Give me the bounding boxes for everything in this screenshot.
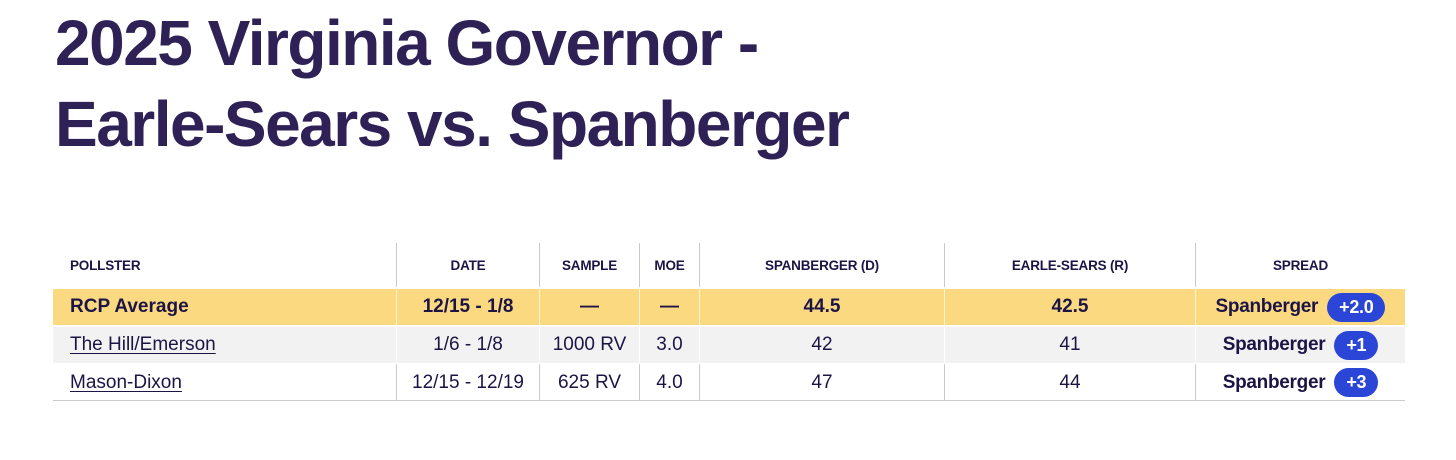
sample-cell: — (539, 287, 639, 325)
column-header-sample: SAMPLE (539, 243, 639, 287)
moe-cell: 3.0 (639, 325, 699, 363)
earle-sears-value-cell: 41 (944, 325, 1195, 363)
date-cell: 12/15 - 1/8 (396, 287, 539, 325)
spread-margin-badge: +1 (1334, 330, 1379, 360)
spread-leader-name: Spanberger (1215, 296, 1319, 317)
table-row-mason-dixon: Mason-Dixon 12/15 - 12/19 625 RV 4.0 47 … (53, 363, 1405, 401)
pollster-name: RCP Average (70, 296, 189, 317)
spread-cell: Spanberger +2.0 (1215, 292, 1386, 322)
column-header-spread: SPREAD (1195, 243, 1405, 287)
page-title-line-2: Earle-Sears vs. Spanberger (55, 88, 850, 160)
table-row-the-hill-emerson: The Hill/Emerson 1/6 - 1/8 1000 RV 3.0 4… (53, 325, 1405, 363)
moe-cell: — (639, 287, 699, 325)
pollster-link[interactable]: The Hill/Emerson (70, 334, 216, 355)
sample-cell: 625 RV (539, 363, 639, 401)
column-header-moe: MOE (639, 243, 699, 287)
column-header-date: DATE (396, 243, 539, 287)
column-header-earle-sears: EARLE-SEARS (R) (944, 243, 1195, 287)
page-title: 2025 Virginia Governor - Earle-Sears vs.… (55, 3, 850, 165)
page-title-line-1: 2025 Virginia Governor - (55, 7, 759, 79)
spread-leader-name: Spanberger (1222, 334, 1326, 355)
table-header-row: POLLSTER DATE SAMPLE MOE SPANBERGER (D) … (53, 243, 1405, 287)
date-cell: 1/6 - 1/8 (396, 325, 539, 363)
spanberger-value-cell: 42 (699, 325, 944, 363)
pollster-link[interactable]: Mason-Dixon (70, 371, 182, 393)
polling-table: POLLSTER DATE SAMPLE MOE SPANBERGER (D) … (53, 243, 1405, 401)
spread-margin-badge: +3 (1334, 368, 1379, 397)
date-cell: 12/15 - 12/19 (396, 363, 539, 401)
earle-sears-value-cell: 42.5 (944, 287, 1195, 325)
column-header-pollster: POLLSTER (53, 243, 396, 287)
spanberger-value-cell: 47 (699, 363, 944, 401)
column-header-spanberger: SPANBERGER (D) (699, 243, 944, 287)
spanberger-value-cell: 44.5 (699, 287, 944, 325)
moe-cell: 4.0 (639, 363, 699, 401)
spread-cell: Spanberger +1 (1222, 330, 1379, 360)
spread-leader-name: Spanberger (1222, 371, 1326, 393)
spread-margin-badge: +2.0 (1327, 292, 1386, 322)
spread-cell: Spanberger +3 (1223, 368, 1379, 397)
table-row-rcp-average: RCP Average 12/15 - 1/8 — — 44.5 42.5 Sp… (53, 287, 1405, 325)
earle-sears-value-cell: 44 (944, 363, 1195, 401)
sample-cell: 1000 RV (539, 325, 639, 363)
